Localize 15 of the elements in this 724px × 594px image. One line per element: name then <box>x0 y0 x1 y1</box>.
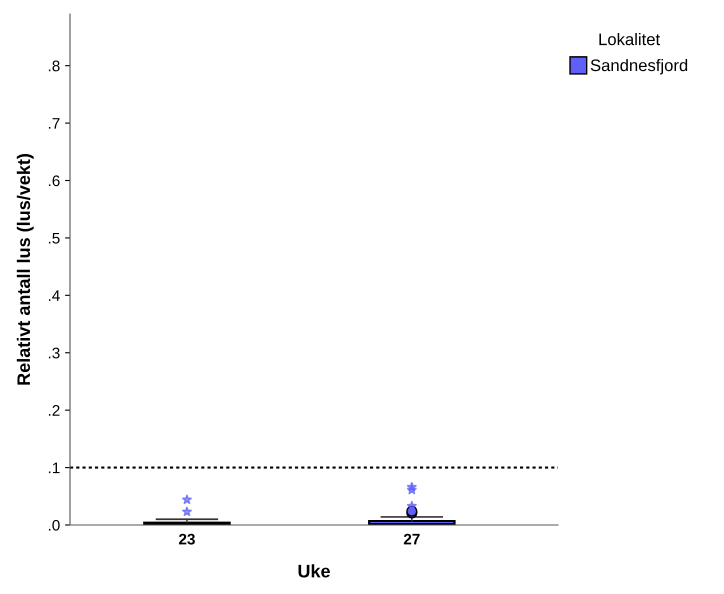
y-tick-label: .0 <box>48 520 60 531</box>
y-tick-label: .1 <box>48 462 60 474</box>
y-axis-title: Relativt antall lus (lus/vekt) <box>16 154 34 385</box>
y-tick-label: .7 <box>48 118 60 129</box>
y-tick-label: .6 <box>48 175 60 186</box>
y-tick-label: .5 <box>48 232 60 244</box>
x-tick-label: 23 <box>178 534 195 545</box>
x-tick-label: 27 <box>404 534 420 544</box>
y-tick-label: .4 <box>48 290 60 301</box>
y-tick-label: .8 <box>48 60 60 72</box>
x-axis-title: Uke <box>298 564 330 578</box>
legend-label: Sandnesfjord <box>590 58 688 74</box>
y-tick-label: .3 <box>48 348 60 358</box>
y-tick-label: .2 <box>48 405 60 416</box>
legend-title: Lokalitet <box>599 33 660 46</box>
